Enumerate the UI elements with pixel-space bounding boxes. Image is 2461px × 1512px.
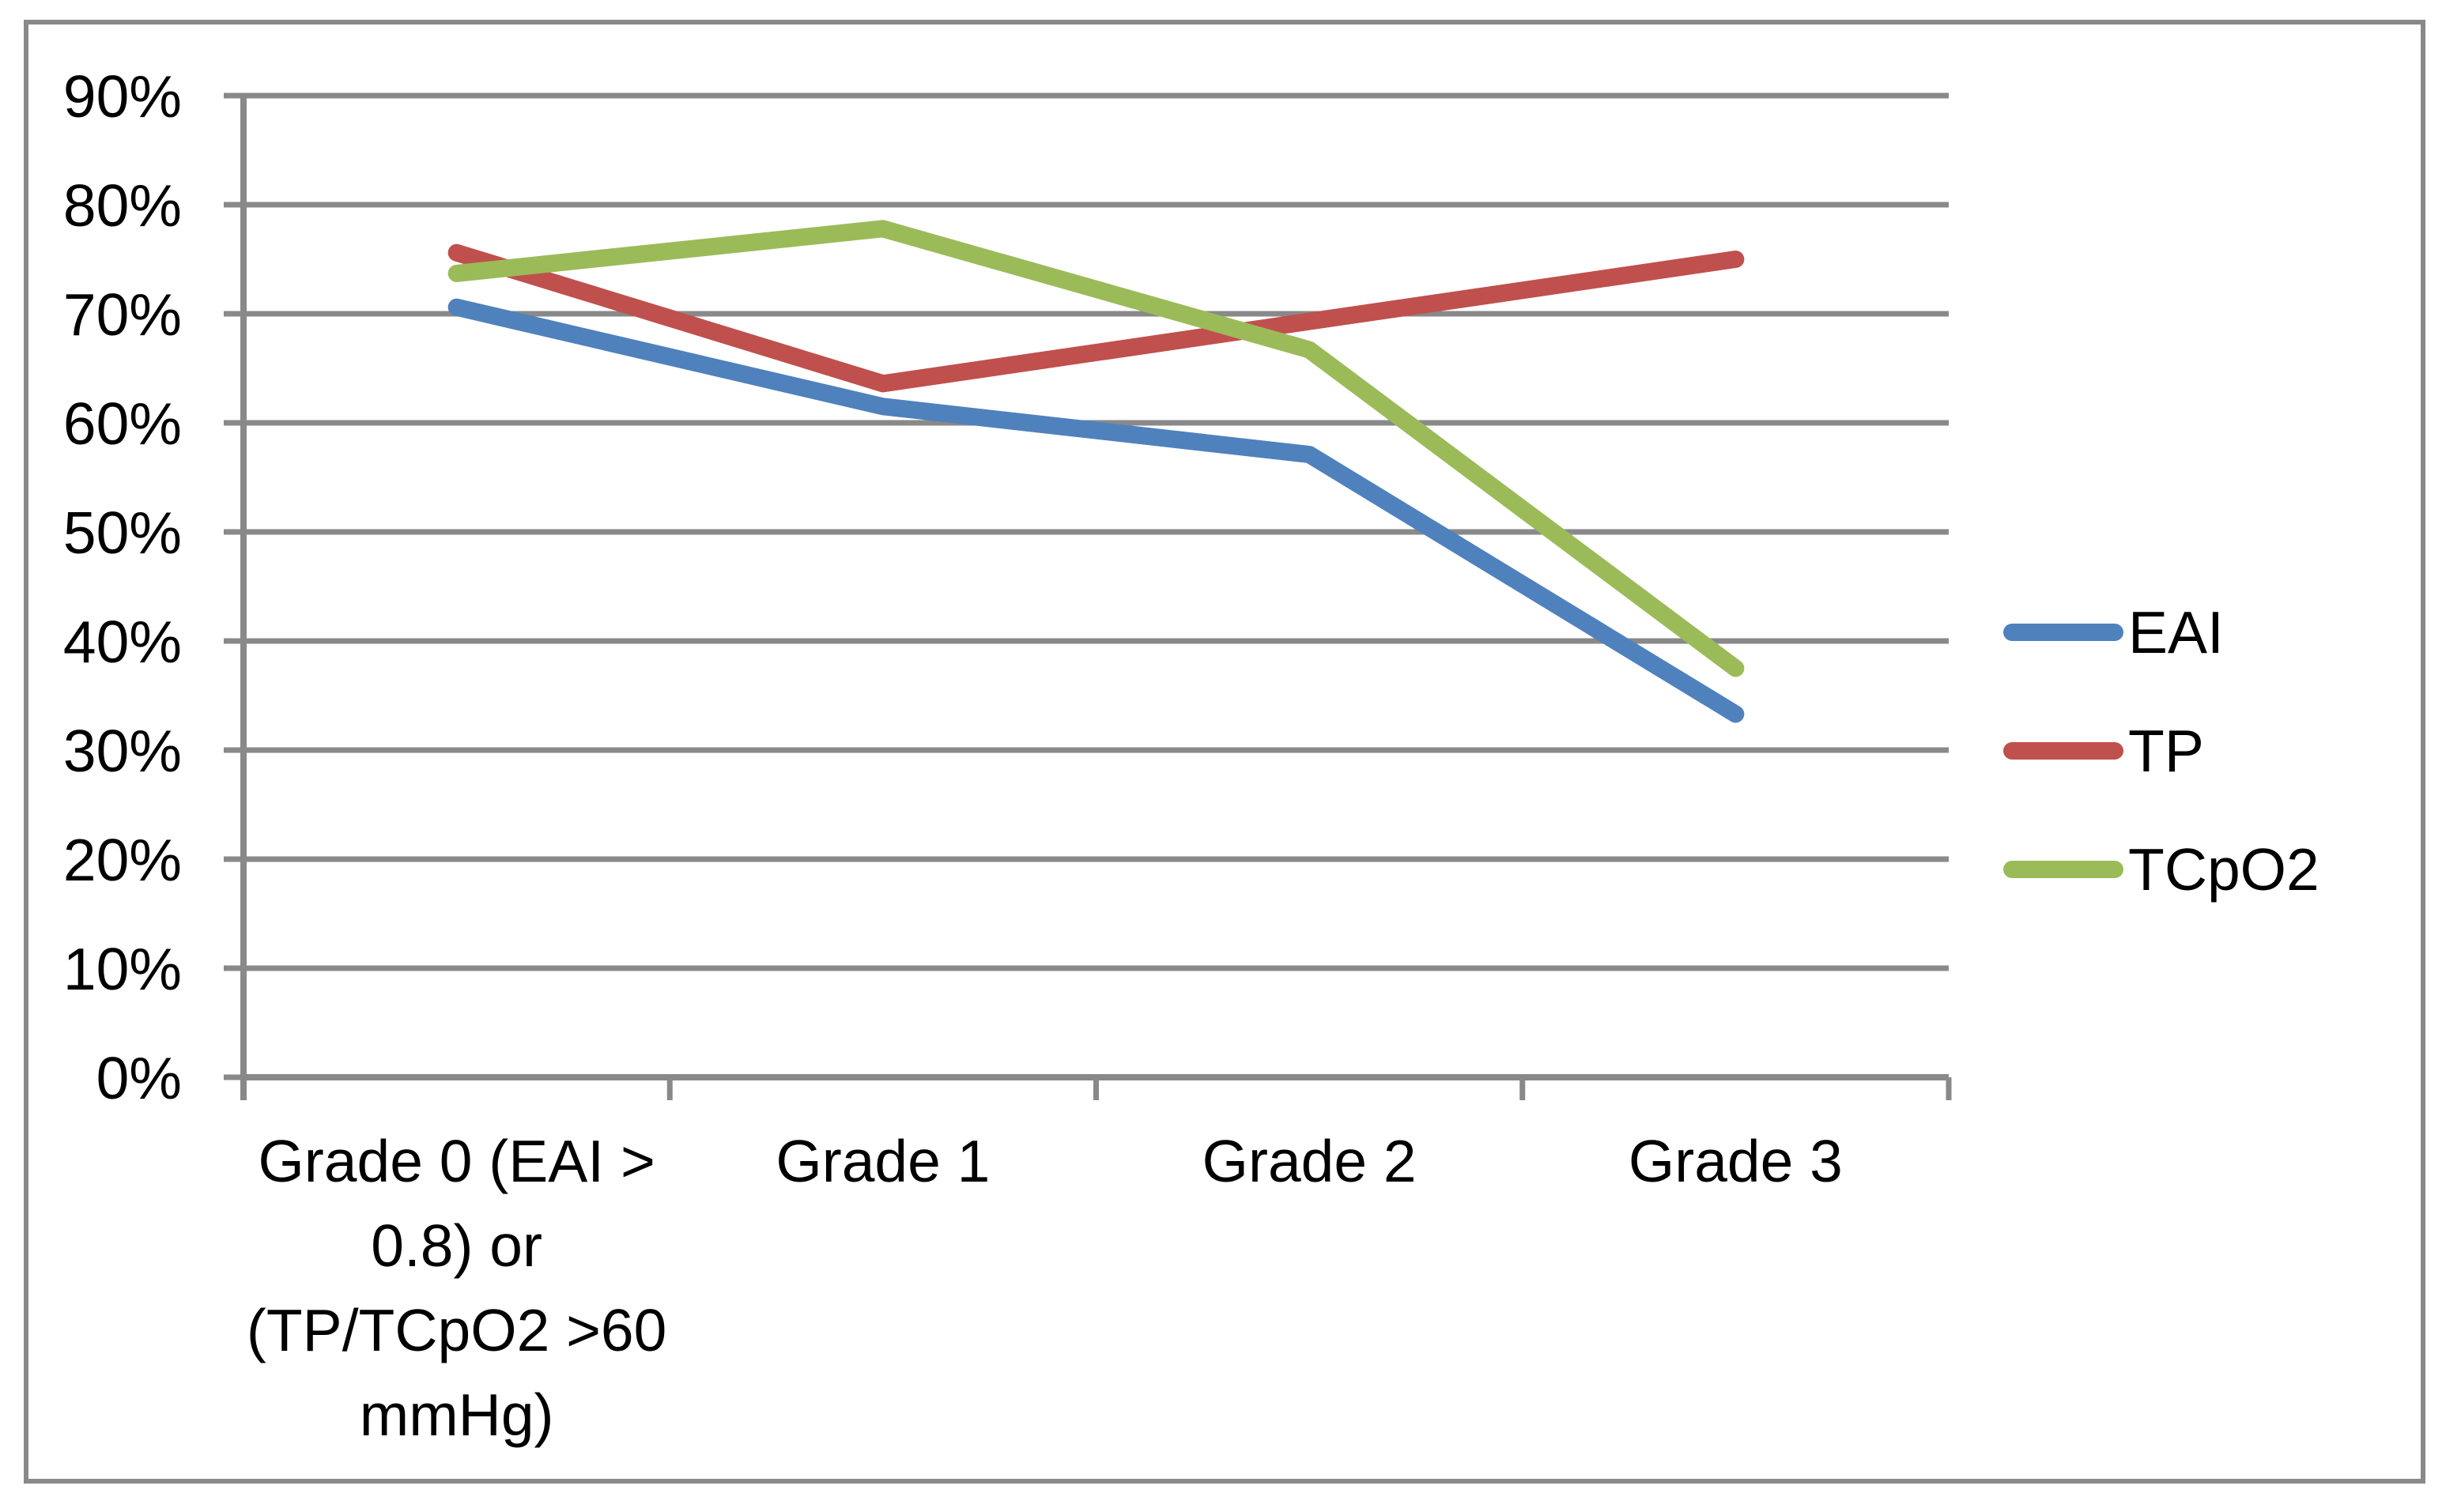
x-axis-category-label: Grade 3 (1629, 1128, 1843, 1194)
x-axis-category-label: (TP/TCpO2 >60 (247, 1297, 666, 1363)
x-axis-category-label: mmHg) (360, 1382, 554, 1448)
x-axis-category-label: Grade 1 (776, 1128, 990, 1194)
y-axis-tick-label: 70% (63, 281, 182, 348)
y-axis-tick-label: 60% (63, 390, 182, 457)
y-axis-tick-label: 90% (63, 63, 182, 130)
series-line-TP (447, 243, 1745, 393)
y-axis-tick-label: 10% (63, 936, 182, 1002)
x-axis-category-label: Grade 2 (1202, 1128, 1417, 1194)
y-axis-tick-label: 0% (96, 1045, 182, 1111)
figure-border (24, 20, 2425, 1484)
x-axis-category-label: Grade 0 (EAI > (258, 1128, 655, 1194)
y-axis-tick-label: 30% (63, 718, 182, 784)
y-axis-tick-label: 20% (63, 827, 182, 893)
y-axis-tick-label: 80% (63, 172, 182, 239)
x-axis-category-label: 0.8) or (371, 1212, 542, 1279)
y-axis-tick-label: 50% (63, 500, 182, 566)
y-axis-tick-label: 40% (63, 609, 182, 675)
series-line-EAI (447, 298, 1745, 723)
series-line-TCpO2 (447, 220, 1745, 677)
legend-label-TCpO2: TCpO2 (2128, 836, 2319, 903)
legend-label-TP: TP (2128, 718, 2204, 784)
legend-label-EAI: EAI (2128, 599, 2224, 666)
